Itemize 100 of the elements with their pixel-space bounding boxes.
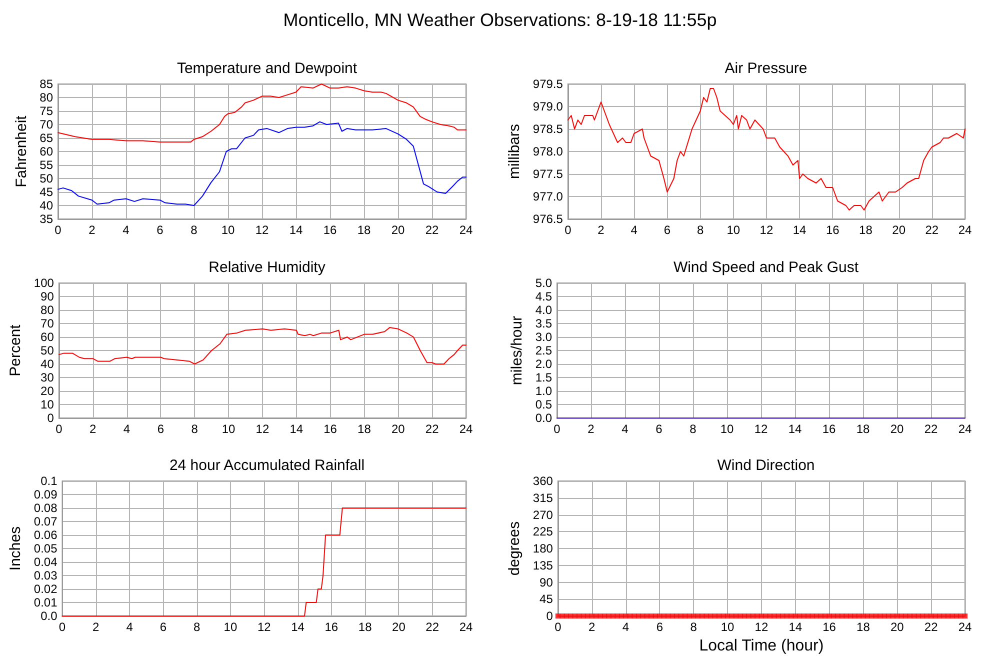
y-tick-label: 0.04 [34,555,58,569]
x-tick-label: 24 [958,422,972,436]
x-tick-label: 20 [392,620,406,634]
y-tick-label: 3.0 [535,330,552,344]
x-tick-label: 4 [122,223,130,237]
x-tick-label: 14 [792,223,807,237]
y-tick-label: 3.5 [535,316,552,330]
y-tick-label: 225 [532,524,554,539]
y-tick-label: 10 [40,398,54,412]
y-tick-label: 75 [40,104,54,118]
x-tick-label: 8 [696,223,704,237]
y-tick-label: 0.5 [535,398,552,412]
line-series [567,88,966,210]
x-tick-label: 6 [157,422,164,436]
y-tick-label: 0.06 [34,528,58,542]
x-tick-label: 12 [257,620,272,634]
x-tick-label: 8 [193,620,200,634]
x-tick-label: 18 [856,422,870,436]
x-tick-label: 4 [630,223,638,237]
x-tick-label: 2 [588,422,595,436]
x-tick-label: 8 [690,620,698,634]
x-tick-label: 18 [357,223,371,237]
x-tick-label: 20 [890,620,904,634]
y-tick-label: 30 [40,370,54,384]
x-tick-label: 20 [391,223,405,237]
x-tick-label: 18 [358,620,372,634]
x-tick-label: 16 [323,223,337,237]
x-tick-label: 18 [856,620,870,634]
x-tick-label: 22 [426,620,440,634]
y-tick-label: 315 [532,490,554,505]
x-tick-label: 16 [822,422,836,436]
x-tick-label: 12 [255,223,269,237]
x-tick-label: 4 [622,620,630,634]
chart-title: Temperature and Dewpoint [176,60,358,77]
x-tick-label: 8 [190,223,198,237]
y-axis-title: degrees [506,521,523,576]
x-tick-label: 10 [720,422,734,436]
y-axis-title: Fahrenheit [12,114,30,188]
y-tick-label: 45 [540,592,554,606]
x-tick-label: 24 [459,223,473,237]
x-tick-label: 12 [754,422,768,436]
y-tick-label: 0.1 [40,474,58,488]
x-tick-label: 16 [826,223,840,237]
x-tick-label: 22 [925,223,939,237]
x-tick-label: 8 [191,422,198,436]
y-tick-label: 978.5 [532,122,564,136]
y-tick-label: 1.5 [535,370,552,384]
x-tick-label: 24 [958,223,972,237]
x-tick-label: 2 [90,422,96,436]
x-tick-label: 20 [890,422,904,436]
x-tick-label: 14 [290,422,304,436]
y-tick-label: 977.5 [532,167,564,181]
x-tick-label: 24 [958,620,972,634]
y-axis-title: miles/hour [508,316,526,386]
x-tick-label: 12 [256,422,270,436]
x-tick-label: 18 [859,223,873,237]
x-axis-title: Local Time (hour) [699,637,824,654]
y-tick-label: 20 [40,384,54,398]
y-tick-label: 1.0 [535,384,552,398]
y-tick-label: 270 [532,508,554,522]
x-tick-label: 22 [924,620,938,634]
x-tick-label: 22 [425,223,439,237]
chart-title: 24 hour Accumulated Rainfall [169,457,365,474]
y-tick-label: 60 [40,144,54,158]
x-tick-label: 0 [564,223,572,237]
x-tick-label: 10 [726,223,740,237]
y-tick-label: 0.05 [34,542,58,556]
y-tick-label: 0.0 [40,609,58,623]
y-tick-label: 0.08 [34,501,58,515]
x-tick-label: 12 [760,223,774,237]
y-tick-label: 50 [40,172,54,186]
x-tick-label: 10 [224,620,238,634]
y-tick-label: 360 [532,474,554,488]
y-tick-label: 4.5 [535,290,552,304]
y-axis-title: Inches [7,526,24,571]
y-tick-label: 40 [40,198,54,212]
text: Monticello, MN Weather Observations: 8-19-18 11:55p [283,10,717,30]
chart-title: Wind Speed and Peak Gust [673,259,860,276]
y-axis-title: millibars [506,124,523,180]
y-tick-label: 80 [40,303,54,317]
chart-title: Relative Humidity [208,259,326,276]
x-tick-label: 20 [391,422,406,436]
y-tick-label: 976.5 [532,212,564,226]
x-tick-label: 4 [123,422,130,436]
x-tick-label: 16 [324,422,338,436]
y-tick-label: 977.0 [532,190,564,204]
y-axis-title: Percent [7,324,24,376]
y-tick-label: 100 [34,276,54,290]
y-tick-label: 85 [40,77,54,91]
x-tick-label: 8 [690,422,697,436]
y-tick-label: 0.03 [34,568,58,582]
y-tick-label: 0.02 [34,582,58,596]
y-tick-label: 2.5 [535,344,552,358]
y-tick-label: 90 [540,575,554,590]
y-tick-label: 0.09 [34,488,58,502]
y-tick-label: 90 [40,290,54,304]
y-tick-label: 979.0 [532,100,564,114]
x-tick-label: 22 [425,422,440,436]
y-tick-label: 60 [40,330,54,344]
y-tick-label: 978.0 [532,144,564,158]
